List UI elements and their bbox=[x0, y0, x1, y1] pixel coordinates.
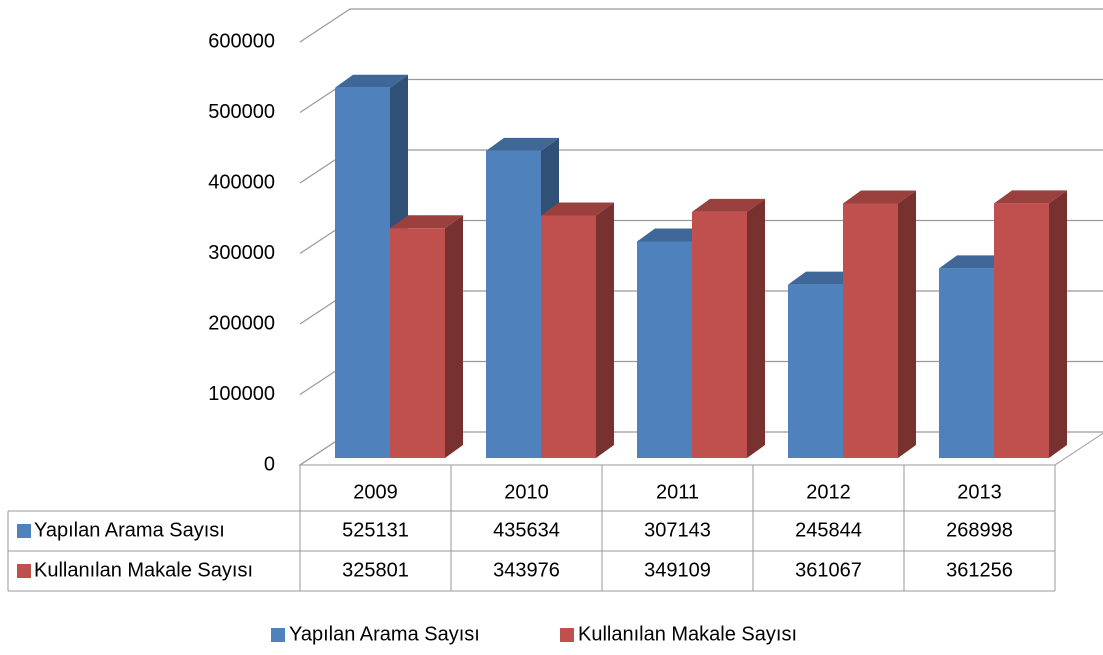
bar-side bbox=[1049, 190, 1067, 458]
table-legend-key bbox=[17, 564, 31, 578]
table-cell: 361256 bbox=[946, 559, 1013, 581]
bar-top bbox=[843, 190, 916, 204]
table-legend-key bbox=[17, 524, 31, 538]
bar-top bbox=[486, 137, 559, 151]
bar-top bbox=[541, 202, 614, 216]
bar-front bbox=[390, 228, 445, 458]
grid-line bbox=[299, 149, 1103, 184]
bar-top bbox=[390, 215, 463, 229]
bar-front bbox=[541, 215, 596, 458]
legend-key bbox=[271, 628, 285, 642]
bar-top bbox=[939, 255, 1012, 269]
table-row-label: Yapılan Arama Sayısı bbox=[34, 519, 225, 541]
table-cell: 307143 bbox=[644, 519, 711, 541]
legend-key bbox=[560, 628, 574, 642]
x-tick-label: 2009 bbox=[353, 481, 398, 503]
table-cell: 245844 bbox=[795, 519, 862, 541]
x-tick-label: 2012 bbox=[806, 481, 851, 503]
table-cell: 325801 bbox=[342, 559, 409, 581]
y-tick-label: 100000 bbox=[208, 383, 275, 405]
bar bbox=[843, 190, 916, 459]
bar bbox=[541, 202, 614, 458]
bar bbox=[994, 190, 1067, 458]
bar bbox=[390, 215, 463, 458]
bar-side bbox=[898, 190, 916, 459]
bar-top bbox=[692, 198, 765, 212]
table-cell: 361067 bbox=[795, 559, 862, 581]
bar-side bbox=[747, 198, 765, 458]
legend-label: Kullanılan Makale Sayısı bbox=[578, 623, 797, 645]
bar-top bbox=[788, 271, 861, 285]
y-tick-label: 0 bbox=[264, 453, 275, 475]
bar-front bbox=[637, 241, 692, 458]
y-tick-label: 600000 bbox=[208, 30, 275, 52]
bar-front bbox=[692, 211, 747, 458]
table-cell: 343976 bbox=[493, 559, 560, 581]
table-cell: 349109 bbox=[644, 559, 711, 581]
y-tick-label: 500000 bbox=[208, 101, 275, 123]
bar-top bbox=[994, 190, 1067, 204]
bar-front bbox=[486, 150, 541, 458]
x-tick-label: 2011 bbox=[656, 481, 699, 503]
legend-label: Yapılan Arama Sayısı bbox=[289, 623, 480, 645]
bar-front bbox=[994, 203, 1049, 458]
bar-front bbox=[843, 203, 898, 458]
bar bbox=[692, 198, 765, 458]
grid-line bbox=[299, 8, 1103, 43]
bar-side bbox=[596, 202, 614, 458]
bar-top bbox=[335, 74, 408, 88]
y-tick-label: 300000 bbox=[208, 242, 275, 264]
table-cell: 525131 bbox=[342, 519, 409, 541]
bar-front bbox=[788, 284, 843, 458]
table-row-label: Kullanılan Makale Sayısı bbox=[34, 559, 253, 581]
grid-line bbox=[299, 78, 1103, 114]
x-tick-label: 2010 bbox=[504, 481, 549, 503]
y-tick-label: 200000 bbox=[208, 312, 275, 334]
bar-front bbox=[939, 268, 994, 458]
x-tick-label: 2013 bbox=[957, 481, 1002, 503]
y-tick-label: 400000 bbox=[208, 171, 275, 193]
table-cell: 435634 bbox=[493, 519, 560, 541]
bar-top bbox=[637, 228, 710, 242]
bar-side bbox=[445, 215, 463, 458]
bar-front bbox=[335, 87, 390, 458]
table-cell: 268998 bbox=[946, 519, 1013, 541]
